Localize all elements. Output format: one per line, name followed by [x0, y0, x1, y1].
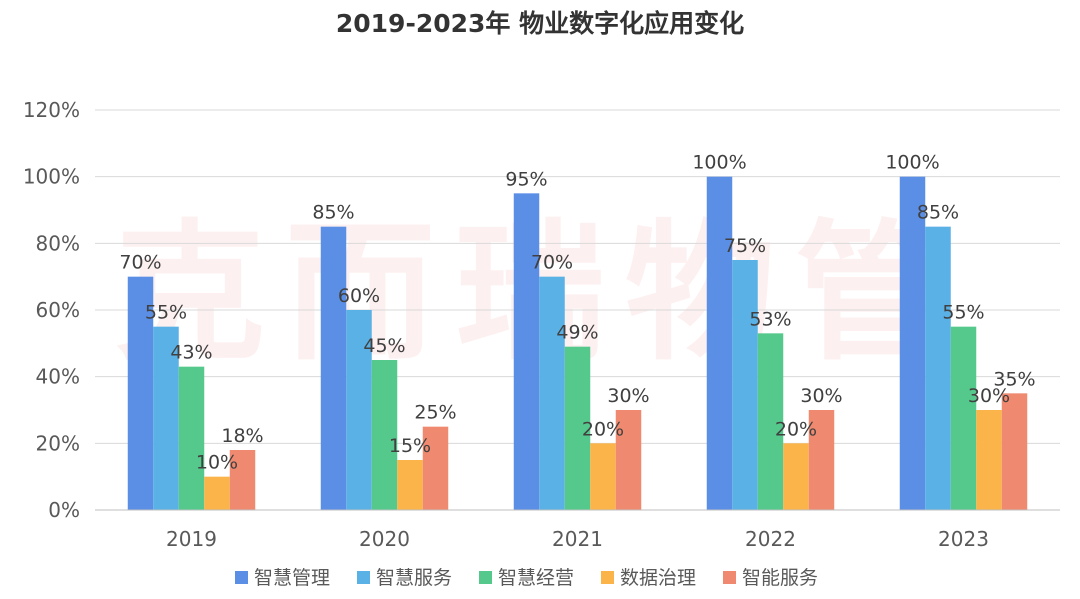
- bar: [127, 276, 154, 510]
- data-label: 95%: [505, 168, 547, 190]
- bars: [127, 176, 1028, 511]
- data-label: 100%: [885, 152, 939, 174]
- x-tick-label: 2023: [938, 527, 989, 551]
- y-tick-label: 60%: [36, 298, 80, 322]
- legend-item: 智慧服务: [357, 567, 452, 589]
- x-tick-label: 2019: [166, 527, 217, 551]
- bar: [615, 410, 642, 510]
- data-label: 20%: [775, 418, 817, 440]
- legend-swatch: [479, 571, 492, 584]
- data-label: 85%: [312, 202, 354, 224]
- x-tick-label: 2022: [745, 527, 796, 551]
- bar: [976, 410, 1002, 510]
- legend-item: 智慧经营: [479, 567, 574, 589]
- data-label: 30%: [607, 385, 649, 407]
- data-label: 100%: [692, 152, 746, 174]
- data-label: 35%: [993, 368, 1035, 390]
- data-label: 15%: [389, 435, 431, 457]
- y-tick-label: 20%: [36, 431, 80, 455]
- data-label: 53%: [749, 308, 791, 330]
- bar: [346, 310, 372, 510]
- legend-item: 数据治理: [601, 567, 696, 589]
- bar: [925, 226, 951, 510]
- data-label: 85%: [917, 202, 959, 224]
- data-label: 55%: [942, 302, 984, 324]
- y-tick-label: 80%: [36, 231, 80, 255]
- bar: [539, 276, 565, 510]
- bar: [808, 410, 835, 510]
- x-tick-label: 2021: [552, 527, 603, 551]
- x-tick-label: 2020: [359, 527, 410, 551]
- y-tick-label: 100%: [23, 165, 80, 189]
- data-label: 70%: [119, 252, 161, 274]
- bar: [229, 450, 256, 510]
- bar: [757, 333, 784, 510]
- bar: [950, 326, 977, 510]
- bar: [564, 346, 591, 510]
- legend: 智慧管理 智慧服务 智慧经营 数据治理 智能服务: [235, 567, 818, 589]
- legend-label: 智慧管理: [254, 567, 330, 589]
- bar: [590, 443, 616, 510]
- legend-label: 智慧经营: [498, 567, 574, 589]
- legend-item: 智能服务: [723, 567, 818, 589]
- data-label: 75%: [724, 235, 766, 257]
- y-axis-ticks: 0% 20% 40% 60% 80% 100% 120%: [23, 98, 80, 522]
- data-label: 55%: [145, 302, 187, 324]
- chart-title: 2019-2023年 物业数字化应用变化: [336, 9, 744, 38]
- bar: [178, 366, 205, 510]
- legend-swatch: [601, 571, 614, 584]
- data-label: 20%: [582, 418, 624, 440]
- bar: [204, 476, 230, 510]
- bar: [783, 443, 809, 510]
- bar: [422, 426, 449, 510]
- data-label: 49%: [556, 322, 598, 344]
- data-label: 30%: [968, 385, 1010, 407]
- bar: [397, 460, 423, 510]
- bar: [513, 193, 540, 511]
- data-label: 10%: [196, 452, 238, 474]
- bar: [732, 260, 758, 510]
- data-label: 70%: [531, 252, 573, 274]
- legend-swatch: [235, 571, 248, 584]
- data-label: 30%: [800, 385, 842, 407]
- legend-label: 智慧服务: [376, 567, 452, 589]
- bar: [899, 176, 926, 510]
- legend-label: 数据治理: [620, 567, 696, 589]
- legend-label: 智能服务: [742, 567, 818, 589]
- bar: [371, 360, 398, 510]
- data-label: 25%: [414, 402, 456, 424]
- bar: [1001, 393, 1028, 510]
- data-label: 43%: [170, 342, 212, 364]
- bar: [706, 176, 733, 510]
- data-label: 60%: [338, 285, 380, 307]
- data-labels: 70% 55% 43% 10% 18% 85% 60% 45% 15% 25% 95% 70% 49% 2…: [119, 152, 1035, 474]
- y-tick-label: 120%: [23, 98, 80, 122]
- legend-swatch: [723, 571, 736, 584]
- bar: [320, 226, 347, 510]
- x-axis-ticks: 2019 2020 2021 2022 2023: [166, 527, 989, 551]
- y-tick-label: 0%: [48, 498, 80, 522]
- data-label: 45%: [363, 335, 405, 357]
- y-tick-label: 40%: [36, 365, 80, 389]
- data-label: 18%: [221, 425, 263, 447]
- legend-item: 智慧管理: [235, 567, 330, 589]
- bar: [153, 326, 179, 510]
- legend-swatch: [357, 571, 370, 584]
